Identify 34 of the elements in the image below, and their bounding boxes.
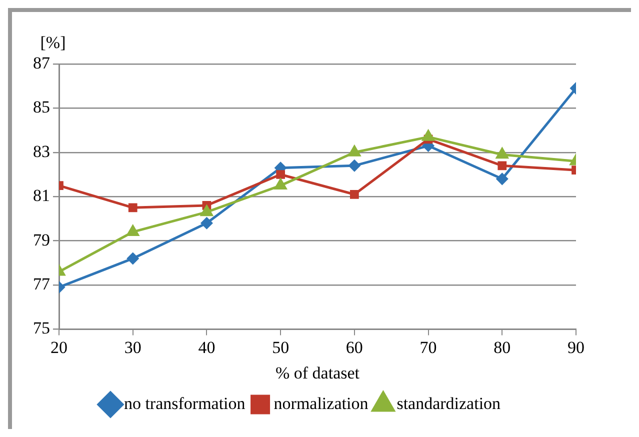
point: [496, 148, 508, 159]
y-axis-title: [%]: [40, 32, 66, 52]
point: [348, 146, 360, 156]
point: [200, 205, 213, 216]
legend-label: standardization: [396, 394, 502, 413]
x-tick-label: 30: [124, 338, 142, 357]
y-tick-label: 85: [33, 98, 50, 117]
y-tick-label: 87: [33, 53, 50, 72]
x-tick-label: 50: [272, 338, 290, 357]
x-tick-label: 90: [568, 338, 584, 357]
point: [126, 225, 139, 236]
point: [422, 130, 434, 141]
x-tick-label: 60: [346, 338, 363, 357]
point: [496, 173, 508, 185]
y-tick-label: 77: [33, 274, 50, 294]
x-axis-title: % of dataset: [275, 363, 360, 382]
point: [128, 203, 138, 212]
x-tick-label: 20: [50, 338, 68, 357]
x-tick-label: 70: [420, 338, 437, 357]
point: [200, 217, 212, 229]
point: [276, 170, 286, 179]
y-tick-label: 75: [33, 318, 50, 338]
x-tick-label: 40: [198, 338, 216, 357]
y-tick-label: 81: [33, 186, 50, 206]
point: [348, 160, 360, 172]
point: [274, 178, 287, 190]
legend-label: no transformation: [124, 394, 246, 413]
x-tick-label: 80: [494, 338, 511, 357]
legend-label: normalization: [274, 394, 369, 413]
y-tick-label: 79: [33, 230, 50, 250]
point: [498, 161, 507, 170]
point: [127, 252, 139, 264]
y-tick-label: 83: [33, 142, 50, 161]
point: [350, 190, 359, 199]
